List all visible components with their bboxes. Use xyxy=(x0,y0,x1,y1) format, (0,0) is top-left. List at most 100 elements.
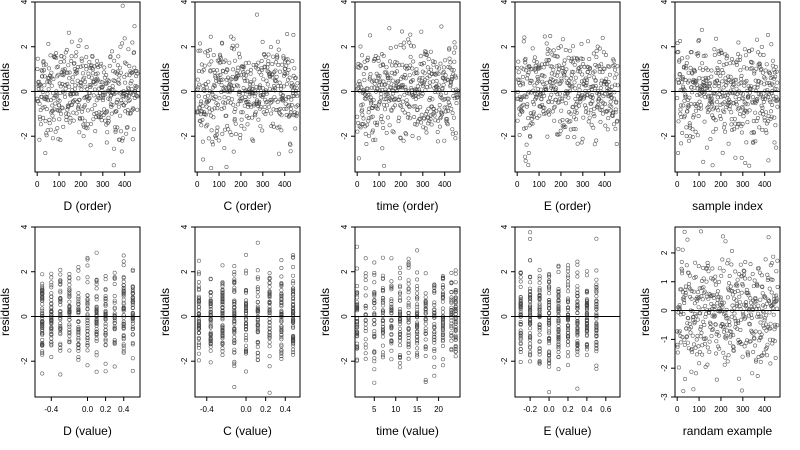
data-point xyxy=(595,105,600,110)
data-point xyxy=(133,85,138,90)
data-point xyxy=(288,142,293,147)
data-point xyxy=(371,103,376,108)
data-point xyxy=(556,367,561,372)
data-point xyxy=(690,135,695,140)
data-point xyxy=(43,62,48,67)
data-point xyxy=(574,110,579,115)
y-tick-label: -2 xyxy=(660,364,669,372)
data-point xyxy=(79,81,84,86)
data-point xyxy=(528,236,533,241)
data-point xyxy=(281,84,286,89)
data-point xyxy=(767,286,772,291)
data-point xyxy=(612,67,617,72)
data-point xyxy=(528,134,533,139)
data-point xyxy=(684,263,689,268)
data-point xyxy=(763,128,768,133)
data-point xyxy=(121,300,126,305)
data-point xyxy=(401,45,406,50)
data-point xyxy=(201,67,206,72)
x-axis-label: randam example xyxy=(683,424,773,438)
data-point xyxy=(754,66,759,71)
data-point xyxy=(583,109,588,114)
data-point xyxy=(550,78,555,83)
data-point xyxy=(107,63,112,68)
data-point xyxy=(386,75,391,80)
x-tick-label: 400 xyxy=(598,180,612,189)
data-point xyxy=(112,313,117,318)
data-point xyxy=(517,112,522,117)
y-tick-label: 4 xyxy=(500,224,509,229)
data-point xyxy=(708,137,713,142)
data-point xyxy=(523,125,528,130)
data-point xyxy=(370,79,375,84)
data-point xyxy=(695,86,700,91)
data-point xyxy=(366,133,371,138)
data-point xyxy=(568,127,573,132)
data-point xyxy=(81,134,86,139)
data-point xyxy=(130,284,135,289)
data-point xyxy=(121,335,126,340)
data-point xyxy=(436,90,441,95)
data-point xyxy=(219,90,224,95)
data-point xyxy=(706,269,711,274)
data-point xyxy=(38,108,43,113)
data-point xyxy=(451,115,456,120)
data-point xyxy=(49,285,54,290)
data-point xyxy=(372,333,377,338)
data-point xyxy=(693,371,698,376)
data-point xyxy=(82,118,87,123)
data-point xyxy=(94,336,99,341)
data-point xyxy=(230,97,235,102)
data-point xyxy=(565,279,570,284)
data-point xyxy=(275,125,280,130)
data-point xyxy=(727,273,732,278)
data-point xyxy=(49,308,54,313)
data-point xyxy=(700,61,705,66)
data-point xyxy=(292,110,297,115)
data-point xyxy=(687,123,692,128)
data-point xyxy=(569,56,574,61)
data-point xyxy=(94,333,99,338)
data-point xyxy=(695,53,700,58)
data-point xyxy=(432,324,437,329)
data-point xyxy=(207,109,212,114)
data-point xyxy=(720,150,725,155)
data-point xyxy=(551,84,556,89)
data-point xyxy=(380,334,385,339)
data-point xyxy=(547,108,552,113)
data-point xyxy=(605,108,610,113)
data-point xyxy=(121,349,126,354)
data-point xyxy=(253,113,258,118)
data-point xyxy=(708,94,713,99)
data-point xyxy=(769,290,774,295)
data-point xyxy=(38,122,43,127)
data-point xyxy=(112,318,117,323)
data-point xyxy=(744,66,749,71)
data-point xyxy=(244,287,249,292)
data-point xyxy=(729,329,734,334)
data-point xyxy=(576,69,581,74)
data-point xyxy=(364,65,369,70)
data-point xyxy=(85,126,90,131)
data-point xyxy=(679,141,684,146)
data-point xyxy=(49,280,54,285)
data-point xyxy=(453,136,458,141)
data-point xyxy=(401,75,406,80)
data-point xyxy=(528,230,533,235)
data-point xyxy=(416,136,421,141)
data-point xyxy=(749,130,754,135)
data-point xyxy=(515,65,520,70)
data-point xyxy=(743,53,748,58)
data-point xyxy=(267,326,272,331)
data-point xyxy=(565,289,570,294)
data-point xyxy=(725,322,730,327)
data-point xyxy=(291,347,296,352)
data-point xyxy=(115,71,120,76)
x-tick-label: 400 xyxy=(278,180,292,189)
data-point xyxy=(195,109,200,114)
data-point xyxy=(725,359,730,364)
data-point xyxy=(718,73,723,78)
data-point xyxy=(445,122,450,127)
data-point xyxy=(432,355,437,360)
data-point xyxy=(47,121,52,126)
